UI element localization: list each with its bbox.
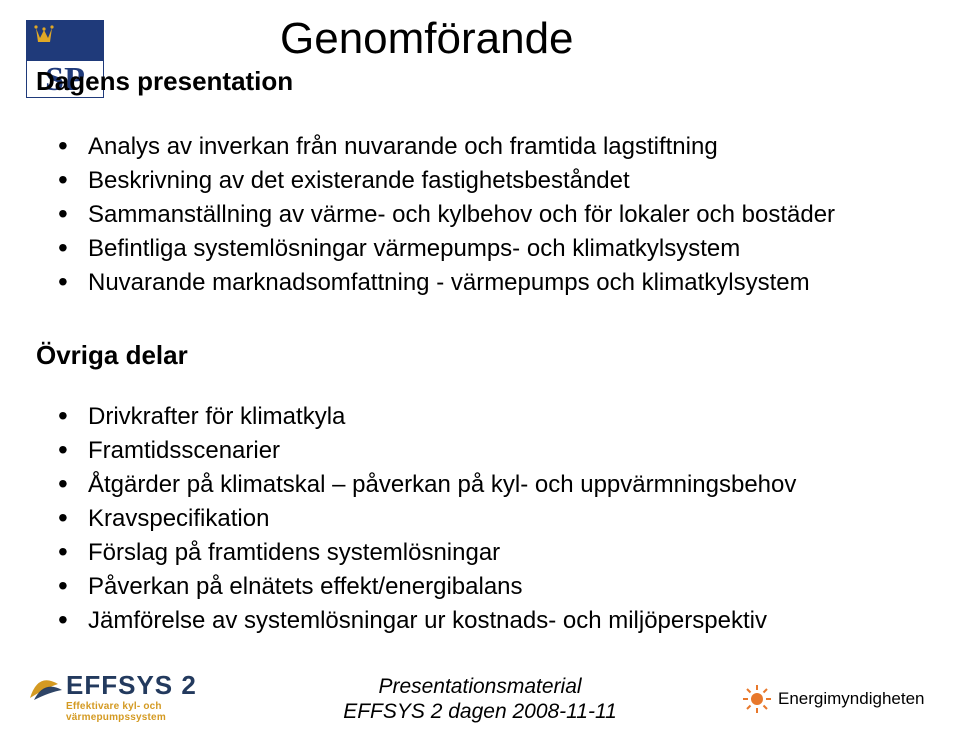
list-item: Åtgärder på klimatskal – påverkan på kyl… (58, 470, 920, 500)
sun-icon (742, 684, 772, 714)
list-item: Analys av inverkan från nuvarande och fr… (58, 132, 920, 162)
energimyndigheten-logo: Energimyndigheten (742, 682, 932, 716)
list-item: Nuvarande marknadsomfattning - värmepump… (58, 268, 920, 298)
bullet-list-current: Analys av inverkan från nuvarande och fr… (58, 132, 920, 302)
list-item: Jämförelse av systemlösningar ur kostnad… (58, 606, 920, 636)
section-heading-current: Dagens presentation (36, 66, 293, 97)
list-item: Kravspecifikation (58, 504, 920, 534)
list-item: Framtidsscenarier (58, 436, 920, 466)
list-item: Beskrivning av det existerande fastighet… (58, 166, 920, 196)
bullet-list-other: Drivkrafter för klimatkyla Framtidsscena… (58, 402, 920, 640)
energimyndigheten-logo-text: Energimyndigheten (778, 689, 924, 709)
slide: SP Genomförande Dagens presentation Anal… (0, 0, 960, 742)
list-item: Sammanställning av värme- och kylbehov o… (58, 200, 920, 230)
list-item: Förslag på framtidens systemlösningar (58, 538, 920, 568)
slide-title: Genomförande (280, 14, 574, 64)
section-heading-other: Övriga delar (36, 340, 188, 371)
list-item: Drivkrafter för klimatkyla (58, 402, 920, 432)
list-item: Påverkan på elnätets effekt/energibalans (58, 572, 920, 602)
list-item: Befintliga systemlösningar värmepumps- o… (58, 234, 920, 264)
